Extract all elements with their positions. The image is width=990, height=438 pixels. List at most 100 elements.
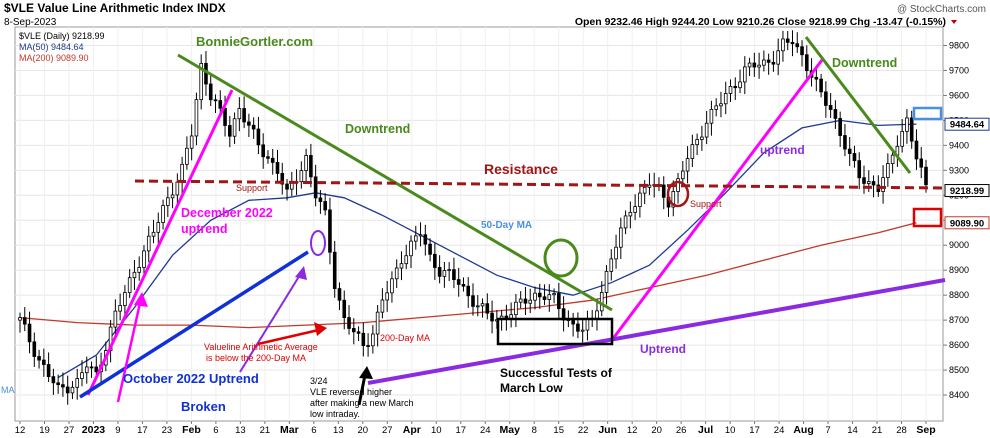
candle-body	[280, 173, 285, 185]
candle-body	[65, 386, 70, 394]
support-label-right: Support	[690, 199, 722, 209]
x-tick-label: Sep	[916, 424, 935, 436]
annotation-texts: BonnieGortler.com Downtrend Downtrend Re…	[1, 34, 897, 419]
x-tick-label: 13	[235, 425, 246, 436]
candle-body	[633, 206, 637, 213]
candle-body	[361, 332, 366, 346]
candle-body	[89, 366, 94, 369]
ma200-flag	[944, 216, 990, 230]
candle-body	[714, 105, 718, 110]
candle-body	[428, 243, 432, 255]
candle-body	[866, 181, 871, 184]
candle-body	[456, 279, 461, 285]
ma200-annotation-label: 200-Day MA	[380, 333, 430, 343]
uptrend-line-mid	[610, 59, 824, 341]
candle-body	[413, 235, 418, 242]
candle-body	[552, 293, 556, 296]
candle-body	[285, 183, 289, 190]
candle-body	[857, 160, 862, 179]
candle-body	[690, 144, 695, 159]
x-tick-label: 12	[15, 425, 26, 436]
bonniegortler-label: BonnieGortler.com	[196, 34, 313, 49]
candle-body	[623, 215, 628, 229]
candle-body	[371, 333, 375, 347]
candle-body	[514, 301, 518, 316]
candle-body	[728, 86, 733, 94]
candle-body	[704, 122, 709, 138]
candle-body	[70, 386, 75, 394]
x-tick-label: 20	[651, 425, 662, 436]
candle-body	[51, 376, 56, 384]
black-arrowhead	[359, 366, 373, 379]
candle-body	[218, 100, 223, 109]
x-tick-label: Jun	[598, 424, 617, 436]
y-tick-label: 8600	[949, 340, 969, 350]
candle-body	[542, 296, 547, 300]
legend-price: $VLE (Daily) 9218.99	[19, 31, 105, 41]
candle-body	[166, 197, 170, 206]
note-line-3: low intraday.	[310, 409, 360, 419]
note-date: 3/24	[310, 376, 328, 386]
close-flag-label: 9218.99	[950, 186, 984, 197]
candle-body	[619, 227, 623, 248]
candle-body	[323, 201, 327, 211]
candle-body	[42, 359, 46, 365]
x-tick-label: 12	[627, 425, 638, 436]
broken-label: Broken	[181, 399, 226, 414]
candle-body	[194, 99, 199, 137]
candle-body	[533, 292, 537, 301]
candle-body	[423, 234, 428, 245]
candle-body	[824, 91, 828, 106]
x-tick-label: 7	[825, 425, 830, 436]
candle-body	[480, 303, 485, 307]
candle-body	[523, 298, 528, 304]
candle-body	[537, 292, 542, 298]
candle-body	[208, 83, 213, 101]
x-tick-label: 20	[358, 425, 369, 436]
resistance-label: Resistance	[484, 161, 558, 177]
candle-body	[46, 364, 51, 378]
candle-body	[242, 108, 246, 123]
candle-body	[232, 118, 237, 137]
candle-body	[547, 294, 552, 300]
candle-body	[275, 161, 280, 174]
candle-body	[685, 158, 690, 172]
x-tick-label: 17	[749, 425, 760, 436]
candle-body	[709, 108, 714, 124]
candle-body	[132, 271, 137, 279]
candle-body	[571, 319, 575, 325]
x-tick-label: 23	[162, 425, 173, 436]
candle-body	[37, 356, 41, 361]
x-tick-label: Jul	[698, 424, 713, 436]
candle-body	[700, 136, 704, 140]
x-tick-label: 10	[431, 425, 442, 436]
uptrend-label-mid: uptrend	[760, 143, 805, 157]
candle-body	[418, 234, 423, 237]
ma50-line	[57, 119, 917, 379]
x-tick-label: 8	[532, 425, 537, 436]
candle-body	[185, 147, 189, 165]
candle-body	[490, 312, 494, 322]
candle-body	[909, 117, 914, 142]
candle-body	[309, 155, 313, 178]
candle-body	[380, 299, 385, 313]
green-circle	[543, 238, 579, 278]
x-tick-label: 21	[872, 425, 883, 436]
y-tick-label: 8900	[949, 265, 969, 275]
candle-body	[356, 331, 361, 334]
ohlc-readout: Open 9232.46 High 9244.20 Low 9210.26 Cl…	[575, 16, 946, 28]
candle-body	[118, 305, 122, 312]
purple-arrowhead	[295, 266, 307, 280]
x-tick-label: 24	[774, 425, 785, 436]
candle-body	[27, 323, 32, 343]
successful-tests-label-1: Successful Tests of	[500, 366, 613, 380]
x-tick-label: 17	[455, 425, 466, 436]
october-uptrend-line	[79, 250, 309, 399]
edge-ma-label: MA	[1, 385, 15, 395]
candle-body	[266, 156, 270, 159]
successful-tests-label-2: March Low	[500, 381, 563, 395]
candle-body	[795, 43, 800, 48]
candle-body	[647, 184, 652, 188]
candle-body	[614, 246, 618, 260]
